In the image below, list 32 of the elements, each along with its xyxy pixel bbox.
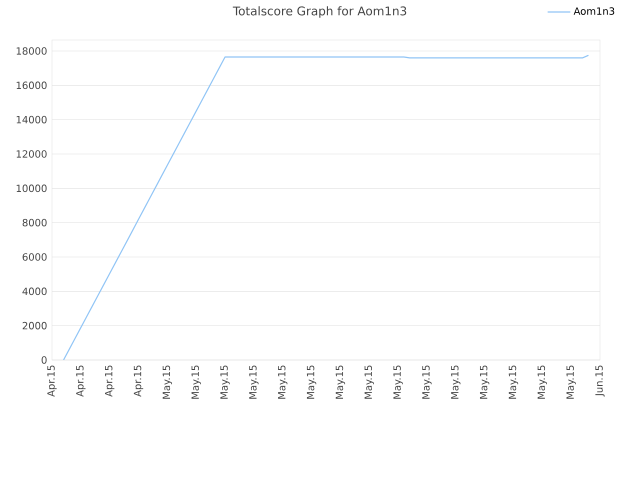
- x-tick-label: May.15: [393, 366, 403, 399]
- y-tick-label: 6000: [22, 253, 47, 261]
- y-tick-label: 8000: [22, 218, 47, 226]
- x-tick-label: Apr.15: [105, 366, 114, 397]
- x-tick-label: May.15: [422, 366, 432, 399]
- x-tick-label: May.15: [192, 366, 201, 399]
- x-tick-label: May.15: [480, 366, 490, 399]
- y-tick-label: 14000: [16, 116, 47, 124]
- x-tick-label: May.15: [538, 366, 547, 399]
- y-tick-label: 10000: [16, 184, 47, 192]
- legend-label: Aom1n3: [574, 7, 614, 15]
- x-tick-label: May.15: [508, 366, 518, 399]
- x-tick-label: Apr.15: [76, 366, 86, 397]
- y-tick-label: 0: [42, 356, 47, 364]
- x-tick-label: May.15: [278, 366, 288, 399]
- x-tick-label: May.15: [451, 366, 460, 399]
- y-tick-label: 18000: [16, 47, 47, 55]
- x-tick-label: May.15: [220, 366, 230, 399]
- x-tick-label: Jun.15: [595, 366, 605, 397]
- x-tick-label: May.15: [249, 366, 259, 399]
- x-tick-label: May.15: [566, 366, 576, 399]
- chart-title: Totalscore Graph for Aom1n3: [232, 6, 406, 18]
- x-tick-label: May.15: [162, 366, 172, 399]
- x-tick-label: May.15: [306, 366, 316, 399]
- y-tick-label: 12000: [16, 150, 47, 158]
- x-tick-label: Apr.15: [134, 366, 144, 397]
- y-tick-label: 4000: [22, 288, 47, 296]
- y-tick-label: 16000: [16, 82, 47, 90]
- y-tick-label: 2000: [22, 322, 47, 330]
- x-tick-label: May.15: [364, 366, 374, 399]
- x-tick-label: May.15: [336, 366, 346, 399]
- x-tick-label: Apr.15: [47, 366, 57, 397]
